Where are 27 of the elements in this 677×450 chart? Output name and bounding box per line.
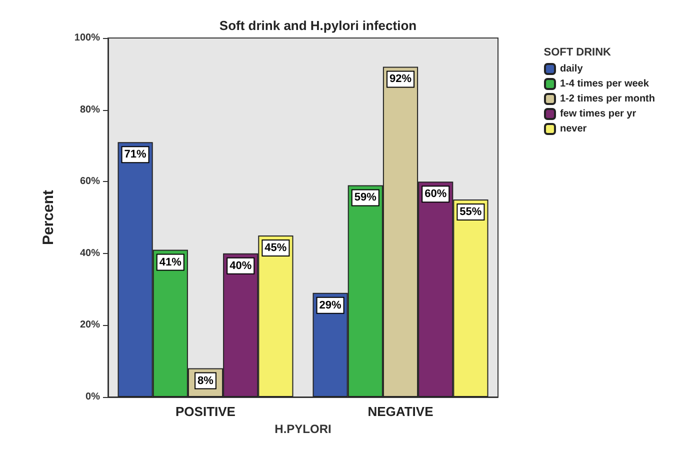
x-tick-label: NEGATIVE bbox=[368, 404, 434, 419]
y-tick-label: 60% bbox=[80, 176, 100, 188]
data-label: 71% bbox=[124, 148, 147, 161]
y-tick-label: 40% bbox=[80, 248, 100, 259]
y-axis-title: Percent bbox=[40, 190, 57, 246]
data-label: 55% bbox=[460, 206, 482, 218]
y-tick-label: 20% bbox=[80, 320, 100, 331]
y-tick-label: 0% bbox=[86, 392, 100, 402]
y-tick-label: 80% bbox=[80, 104, 100, 116]
x-tick-label: POSITIVE bbox=[176, 404, 236, 419]
legend-title: SOFT DRINK bbox=[544, 46, 612, 58]
data-label: 59% bbox=[354, 192, 377, 204]
data-label: 92% bbox=[389, 73, 412, 86]
legend-label: 1-4 times per week bbox=[560, 78, 650, 90]
legend-label: 1-2 times per month bbox=[560, 94, 656, 104]
data-label: 45% bbox=[264, 242, 287, 254]
data-label: 60% bbox=[424, 188, 447, 200]
y-tick-label: 100% bbox=[74, 32, 100, 44]
data-label: 40% bbox=[230, 260, 252, 272]
legend-label: few times per yr bbox=[560, 108, 636, 120]
x-axis-title: H.PYLORI bbox=[274, 422, 332, 436]
data-label: 29% bbox=[319, 299, 342, 312]
data-label: 8% bbox=[198, 374, 214, 387]
chart-title: Soft drink and H.pylori infection bbox=[219, 18, 417, 33]
legend-label: daily bbox=[560, 64, 584, 74]
data-label: 41% bbox=[159, 256, 182, 268]
legend-label: never bbox=[560, 124, 587, 134]
